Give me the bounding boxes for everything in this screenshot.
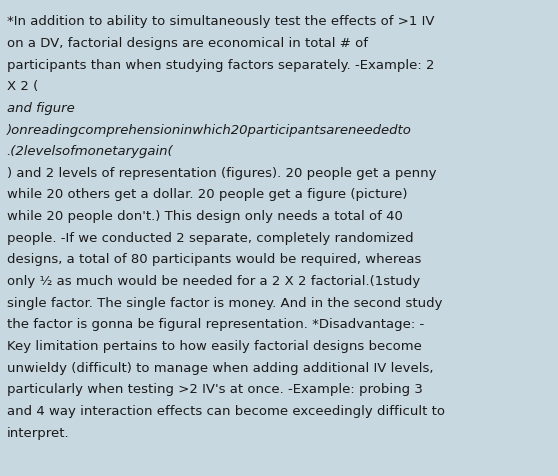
Text: unwieldy (difficult) to manage when adding additional IV levels,: unwieldy (difficult) to manage when addi… xyxy=(7,362,433,375)
Text: people. -If we conducted 2 separate, completely randomized: people. -If we conducted 2 separate, com… xyxy=(7,232,413,245)
Text: Key limitation pertains to how easily factorial designs become: Key limitation pertains to how easily fa… xyxy=(7,340,422,353)
Text: .(2levelsofmonetarygain(: .(2levelsofmonetarygain( xyxy=(7,145,174,158)
Text: single factor. The single factor is money. And in the second study: single factor. The single factor is mone… xyxy=(7,297,442,310)
Text: while 20 others get a dollar. 20 people get a figure (picture): while 20 others get a dollar. 20 people … xyxy=(7,188,407,201)
Text: and 4 way interaction effects can become exceedingly difficult to: and 4 way interaction effects can become… xyxy=(7,405,445,418)
Text: participants than when studying factors separately. -Example: 2: participants than when studying factors … xyxy=(7,59,434,71)
Text: and figure: and figure xyxy=(7,102,74,115)
Text: X 2 (: X 2 ( xyxy=(7,80,38,93)
Text: ) and 2 levels of representation (figures). 20 people get a penny: ) and 2 levels of representation (figure… xyxy=(7,167,436,180)
Text: the factor is gonna be figural representation. *Disadvantage: -: the factor is gonna be figural represent… xyxy=(7,318,424,331)
Text: on a DV, factorial designs are economical in total # of: on a DV, factorial designs are economica… xyxy=(7,37,368,50)
Text: particularly when testing >2 IV's at once. -Example: probing 3: particularly when testing >2 IV's at onc… xyxy=(7,384,422,397)
Text: only ½ as much would be needed for a 2 X 2 factorial.(1study: only ½ as much would be needed for a 2 X… xyxy=(7,275,420,288)
Text: *In addition to ability to simultaneously test the effects of >1 IV: *In addition to ability to simultaneousl… xyxy=(7,15,434,28)
Text: while 20 people don't.) This design only needs a total of 40: while 20 people don't.) This design only… xyxy=(7,210,402,223)
Text: designs, a total of 80 participants would be required, whereas: designs, a total of 80 participants woul… xyxy=(7,253,421,267)
Text: interpret.: interpret. xyxy=(7,426,69,440)
Text: )onreadingcomprehensioninwhich20participantsareneededto: )onreadingcomprehensioninwhich20particip… xyxy=(7,124,412,137)
